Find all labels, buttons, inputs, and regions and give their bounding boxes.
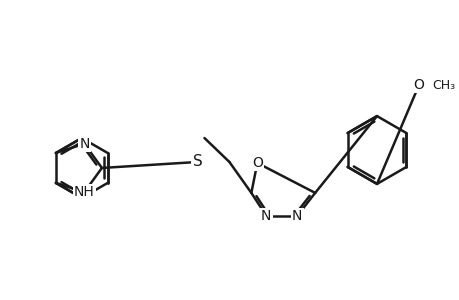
Text: N: N <box>291 209 302 223</box>
Text: O: O <box>252 156 262 170</box>
Text: N: N <box>261 209 271 223</box>
Text: N: N <box>79 137 90 151</box>
Text: S: S <box>192 154 202 169</box>
Text: CH₃: CH₃ <box>431 79 454 92</box>
Text: NH: NH <box>74 185 95 199</box>
Text: O: O <box>413 78 424 92</box>
